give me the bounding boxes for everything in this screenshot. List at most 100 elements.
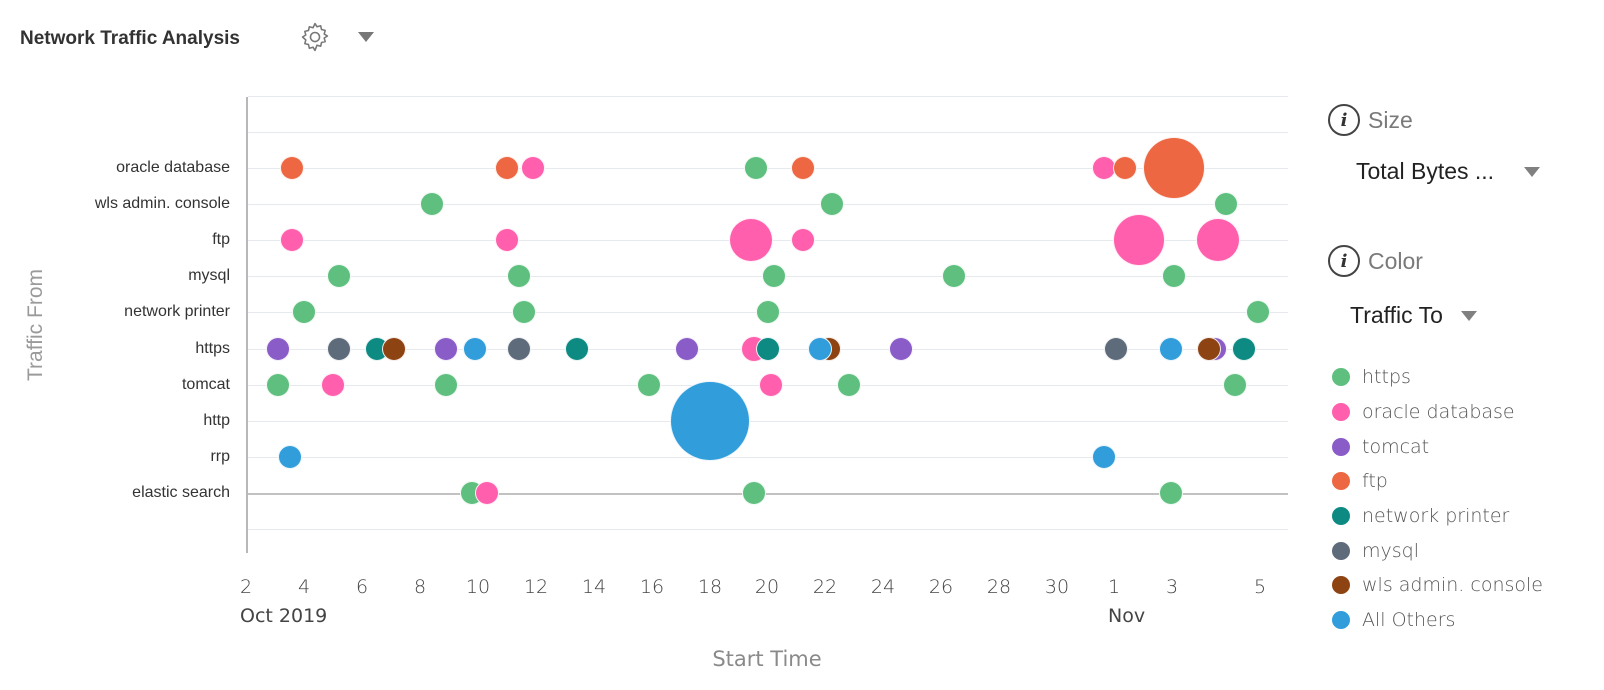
data-bubble[interactable] [756,300,780,325]
color-info-icon[interactable]: i [1328,245,1360,277]
gridline [248,421,1288,422]
legend-label: mysql [1362,539,1419,562]
data-bubble[interactable] [1104,336,1128,361]
page-title: Network Traffic Analysis [20,28,240,49]
size-dropdown[interactable]: Total Bytes ... [1356,158,1541,185]
x-axis-tick-label: 10 [465,576,491,598]
data-bubble[interactable] [1246,300,1271,325]
data-bubble[interactable] [1195,218,1240,263]
legend-item[interactable]: oracle database [1332,395,1543,430]
data-bubble[interactable] [741,480,766,505]
x-axis-tick-label: 26 [928,576,954,598]
y-axis-label: https [195,339,230,357]
data-bubble[interactable] [463,336,488,361]
data-bubble[interactable] [265,372,290,397]
x-axis-tick-label: 20 [754,576,780,598]
data-bubble[interactable] [1214,192,1239,217]
data-bubble[interactable] [265,336,290,361]
x-axis-tick-label: 6 [355,576,369,598]
data-bubble[interactable] [495,228,519,253]
chevron-down-icon [1524,166,1541,177]
data-bubble[interactable] [326,336,351,361]
legend-item[interactable]: All Others [1332,603,1543,638]
legend-item[interactable]: mysql [1332,533,1543,568]
data-bubble[interactable] [761,264,786,289]
data-bubble[interactable] [1143,137,1205,199]
color-dropdown[interactable]: Traffic To [1350,302,1477,329]
data-bubble[interactable] [744,156,769,180]
data-bubble[interactable] [326,264,351,289]
data-bubble[interactable] [419,192,444,217]
data-bubble[interactable] [758,372,783,397]
legend-item[interactable]: wls admin. console [1332,568,1543,603]
data-bubble[interactable] [1222,372,1247,397]
data-bubble[interactable] [808,336,833,361]
legend-item[interactable]: ftp [1332,464,1543,499]
data-bubble[interactable] [670,380,750,461]
data-bubble[interactable] [1092,444,1117,469]
x-axis-tick-label: 12 [523,576,549,598]
data-bubble[interactable] [292,300,316,325]
y-axis-label: rrp [210,447,230,465]
data-bubble[interactable] [674,336,699,361]
data-bubble[interactable] [512,300,537,325]
data-bubble[interactable] [381,336,406,361]
gridline [248,529,1288,530]
gear-icon[interactable] [298,20,332,54]
data-bubble[interactable] [819,192,844,217]
data-bubble[interactable] [1113,214,1166,267]
data-bubble[interactable] [474,480,499,505]
data-bubble[interactable] [790,156,815,180]
legend-item[interactable]: tomcat [1332,429,1543,464]
legend-label: network printer [1362,505,1510,528]
data-bubble[interactable] [1112,156,1137,180]
data-bubble[interactable] [790,228,815,253]
x-axis-title: Start Time [712,647,822,671]
legend-item[interactable]: network printer [1332,499,1543,534]
data-bubble[interactable] [941,264,966,289]
data-bubble[interactable] [434,336,459,361]
x-axis-tick-label: 16 [639,576,665,598]
data-bubble[interactable] [837,372,862,397]
legend-dot-icon [1332,437,1350,456]
data-bubble[interactable] [321,372,345,397]
x-axis-tick-label: 30 [1044,576,1070,598]
x-axis-tick-label: 2 [239,576,253,598]
data-bubble[interactable] [889,336,914,361]
y-axis-label: http [203,411,230,429]
size-info-icon[interactable]: i [1328,104,1360,136]
title-menu-caret-icon[interactable] [358,32,374,42]
legend-label: ftp [1362,470,1388,493]
gridline [248,96,1288,97]
legend-label: https [1362,366,1411,389]
data-bubble[interactable] [1159,480,1184,505]
data-bubble[interactable] [1159,336,1184,361]
legend-dot-icon [1332,368,1350,387]
x-axis-tick-label: 4 [297,576,311,598]
legend-label: oracle database [1362,401,1515,424]
data-bubble[interactable] [506,336,531,361]
x-axis-tick-label: 8 [413,576,427,598]
y-axis-label: elastic search [132,483,230,501]
legend-dot-icon [1332,403,1350,422]
data-bubble[interactable] [434,372,459,397]
data-bubble[interactable] [1196,336,1221,361]
data-bubble[interactable] [277,444,302,469]
color-dropdown-value: Traffic To [1350,302,1443,328]
data-bubble[interactable] [506,264,531,289]
data-bubble[interactable] [1092,156,1117,180]
data-bubble[interactable] [637,372,662,397]
data-bubble[interactable] [495,156,519,180]
color-label: Color [1368,247,1423,274]
data-bubble[interactable] [756,336,780,361]
gridline [248,493,1288,495]
data-bubble[interactable] [521,156,546,180]
data-bubble[interactable] [1231,336,1256,361]
data-bubble[interactable] [280,228,305,253]
y-axis-label: wls admin. console [94,195,230,213]
data-bubble[interactable] [280,156,305,180]
data-bubble[interactable] [1162,264,1186,289]
data-bubble[interactable] [728,218,773,263]
legend-item[interactable]: https [1332,360,1543,395]
data-bubble[interactable] [564,336,589,361]
